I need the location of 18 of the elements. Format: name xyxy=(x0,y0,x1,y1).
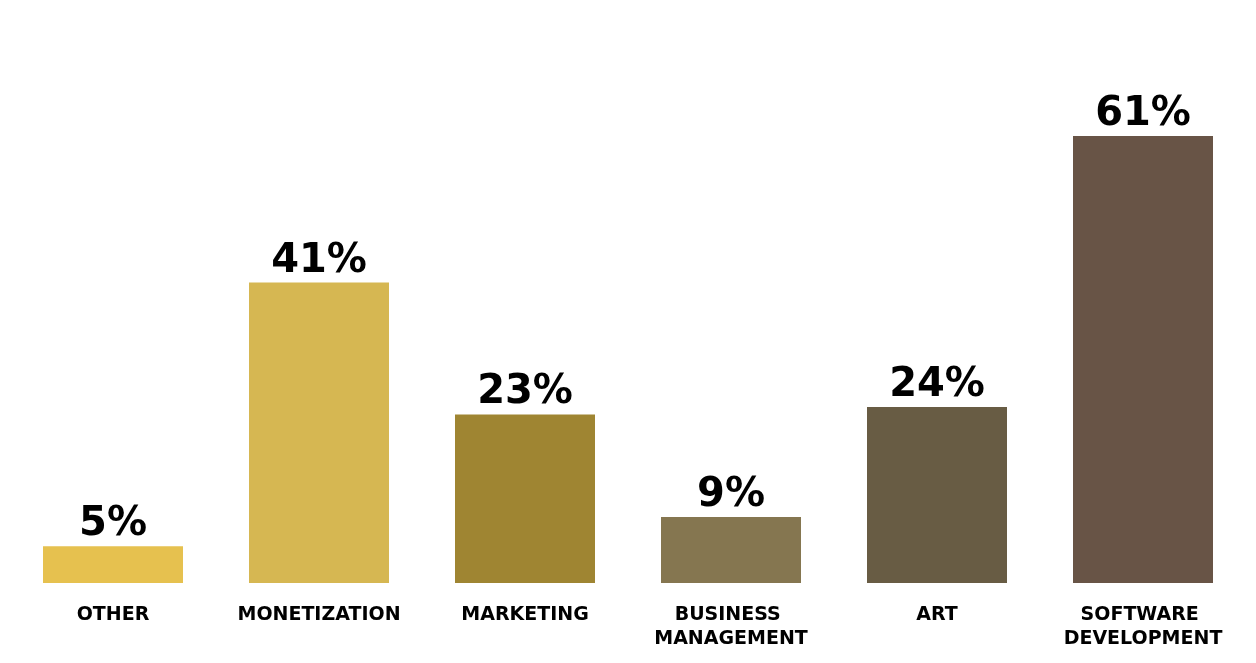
x-tick-label: MONETIZATION xyxy=(237,602,401,624)
x-tick-label: SOFTWARE DEVELOPMENT xyxy=(1063,602,1223,648)
data-label: 5% xyxy=(79,498,147,545)
x-tick-label: MARKETING xyxy=(461,602,589,624)
data-label: 24% xyxy=(889,359,985,406)
x-tick-label: BUSINESS MANAGEMENT xyxy=(654,602,808,648)
data-label: 61% xyxy=(1095,87,1191,134)
bar xyxy=(867,407,1007,583)
data-label: 41% xyxy=(271,234,367,281)
bar xyxy=(249,282,389,583)
bar xyxy=(43,546,183,583)
bar xyxy=(661,517,801,583)
x-tick-label: ART xyxy=(916,602,958,624)
data-label: 23% xyxy=(477,366,573,413)
x-tick-label: OTHER xyxy=(76,602,150,624)
data-label: 9% xyxy=(697,469,765,516)
bar xyxy=(455,414,595,583)
bar xyxy=(1073,135,1213,583)
